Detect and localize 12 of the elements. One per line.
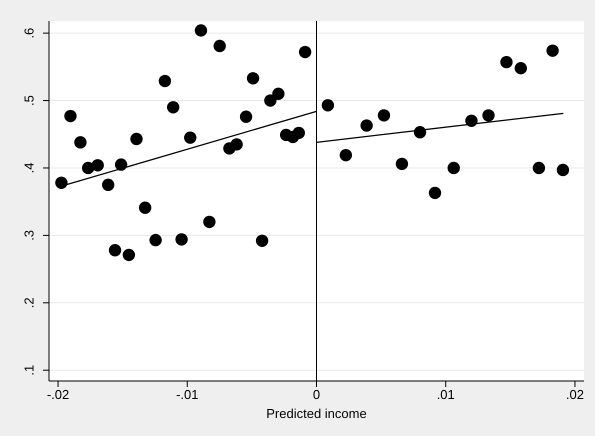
x-tick-label: .02 (566, 387, 584, 402)
x-tick-label: -.02 (46, 387, 70, 402)
y-tick-label: .4 (21, 162, 36, 174)
x-tick-label: 0 (312, 387, 320, 402)
x-tick-label: .01 (436, 387, 455, 402)
y-tick-label: .3 (21, 230, 36, 241)
y-tick-label: .5 (21, 95, 36, 106)
y-tick-label: .1 (21, 364, 36, 376)
y-tick-label: .2 (21, 297, 36, 308)
y-tick-label: .6 (21, 28, 36, 39)
x-tick-label: -.01 (176, 387, 198, 402)
x-axis-title: Predicted income (266, 406, 367, 421)
